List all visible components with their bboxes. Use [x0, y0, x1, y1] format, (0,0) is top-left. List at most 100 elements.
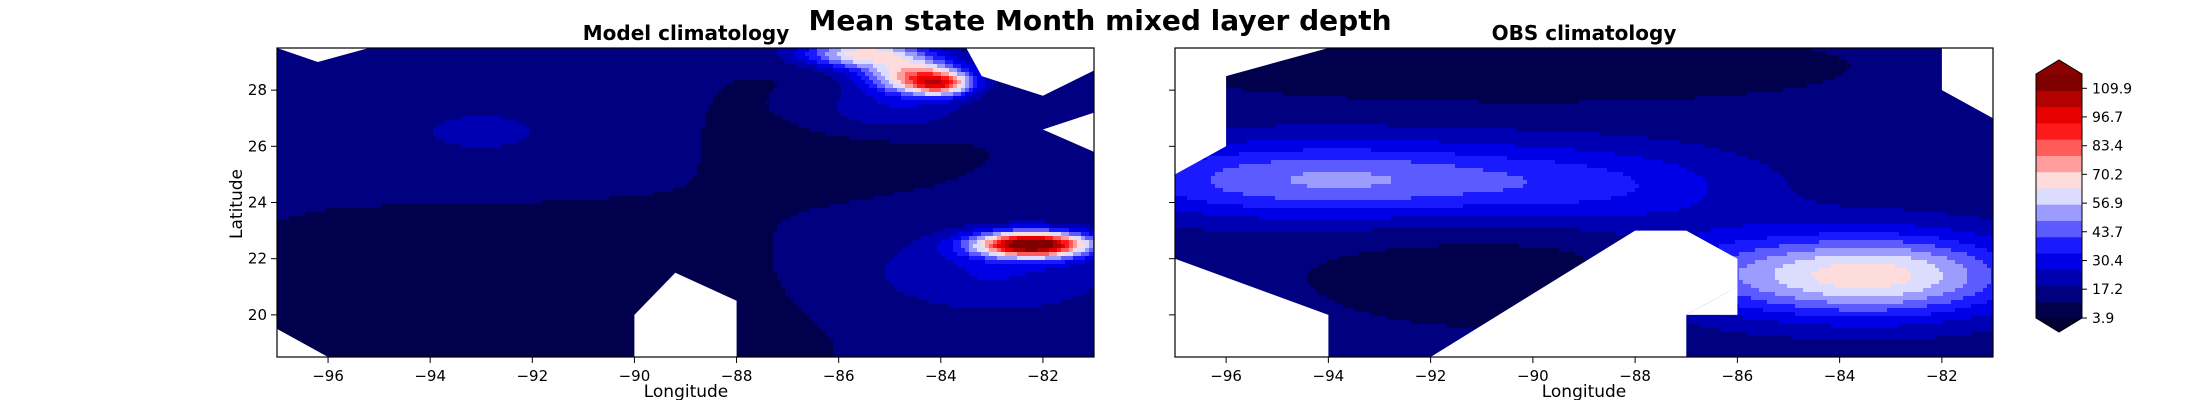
field-cell	[549, 104, 554, 109]
field-cell	[393, 88, 398, 93]
field-cell	[857, 132, 862, 137]
field-cell	[937, 52, 942, 57]
field-cell	[781, 96, 786, 101]
field-cell	[437, 136, 442, 141]
field-cell	[965, 64, 970, 69]
field-cell	[429, 92, 434, 97]
field-cell	[697, 80, 702, 85]
field-cell	[593, 136, 598, 141]
field-cell	[573, 64, 578, 69]
field-cell	[397, 116, 402, 121]
field-cell	[573, 132, 578, 137]
field-cell	[1037, 108, 1042, 113]
field-cell	[385, 112, 390, 117]
field-cell	[909, 120, 914, 125]
field-cell	[417, 108, 422, 113]
field-cell	[901, 52, 906, 57]
field-cell	[985, 96, 990, 101]
field-cell	[793, 88, 798, 93]
field-cell	[705, 104, 710, 109]
field-cell	[865, 132, 870, 137]
field-cell	[341, 116, 346, 121]
field-cell	[409, 132, 414, 137]
field-cell	[921, 72, 926, 77]
field-cell	[505, 64, 510, 69]
field-cell	[749, 108, 754, 113]
field-cell	[629, 100, 634, 105]
field-cell	[321, 144, 326, 149]
field-cell	[1033, 104, 1038, 109]
field-cell	[641, 88, 646, 93]
field-cell	[877, 116, 882, 121]
field-cell	[417, 76, 422, 81]
field-cell	[969, 88, 974, 93]
field-cell	[937, 76, 942, 81]
field-cell	[573, 76, 578, 81]
field-cell	[477, 108, 482, 113]
field-cell	[869, 92, 874, 97]
field-cell	[313, 108, 318, 113]
field-cell	[413, 68, 418, 73]
field-cell	[325, 68, 330, 73]
field-cell	[789, 76, 794, 81]
field-cell	[937, 124, 942, 129]
field-cell	[573, 120, 578, 125]
field-cell	[441, 100, 446, 105]
field-cell	[881, 128, 886, 133]
field-cell	[665, 56, 670, 61]
field-cell	[545, 56, 550, 61]
field-cell	[1037, 128, 1042, 133]
field-cell	[901, 116, 906, 121]
field-cell	[977, 116, 982, 121]
field-cell	[965, 140, 970, 145]
field-cell	[1049, 96, 1054, 101]
field-cell	[777, 108, 782, 113]
field-cell	[593, 48, 598, 53]
field-cell	[889, 56, 894, 61]
field-cell	[997, 116, 1002, 121]
field-cell	[533, 64, 538, 69]
field-cell	[677, 56, 682, 61]
field-cell	[973, 116, 978, 121]
field-cell	[861, 96, 866, 101]
field-cell	[841, 120, 846, 125]
field-cell	[673, 76, 678, 81]
field-cell	[881, 84, 886, 89]
field-cell	[417, 56, 422, 61]
field-cell	[521, 52, 526, 57]
field-cell	[305, 132, 310, 137]
field-cell	[949, 52, 954, 57]
field-cell	[765, 84, 770, 89]
field-cell	[381, 88, 386, 93]
field-cell	[921, 124, 926, 129]
field-cell	[277, 76, 282, 81]
field-cell	[609, 128, 614, 133]
field-cell	[389, 120, 394, 125]
field-cell	[685, 92, 690, 97]
field-cell	[597, 64, 602, 69]
field-cell	[789, 132, 794, 137]
field-cell	[753, 140, 758, 145]
field-cell	[1009, 124, 1014, 129]
field-cell	[877, 88, 882, 93]
field-cell	[837, 140, 842, 145]
field-cell	[349, 104, 354, 109]
field-cell	[989, 88, 994, 93]
field-cell	[929, 100, 934, 105]
field-cell	[1041, 112, 1046, 117]
field-cell	[753, 120, 758, 125]
field-cell	[749, 120, 754, 125]
field-cell	[541, 52, 546, 57]
field-cell	[425, 140, 430, 145]
field-cell	[305, 88, 310, 93]
field-cell	[409, 96, 414, 101]
field-cell	[305, 108, 310, 113]
field-cell	[897, 76, 902, 81]
field-cell	[825, 116, 830, 121]
field-cell	[589, 108, 594, 113]
field-cell	[365, 60, 370, 65]
field-cell	[457, 112, 462, 117]
field-cell	[341, 64, 346, 69]
field-cell	[781, 76, 786, 81]
field-cell	[813, 136, 818, 141]
